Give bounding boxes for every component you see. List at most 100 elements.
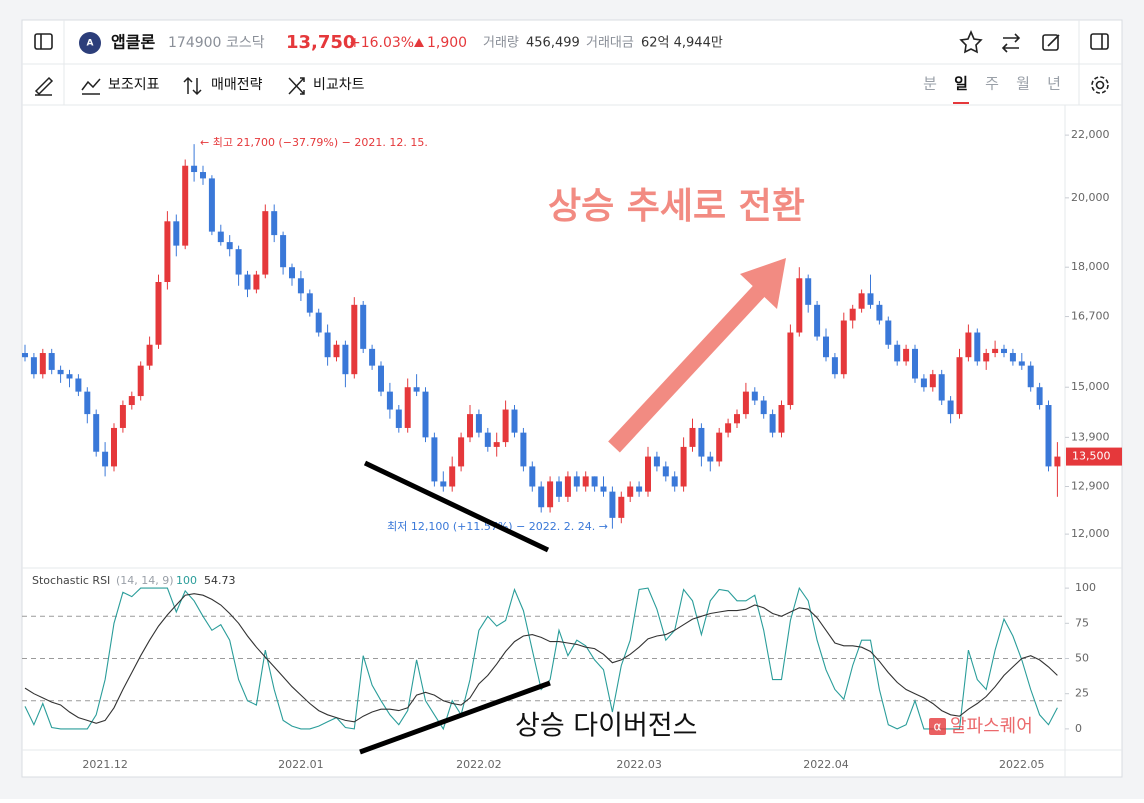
compare-icon (288, 77, 305, 95)
draw-tool[interactable] (34, 76, 54, 96)
candle-body (297, 278, 304, 294)
toolbar-item[interactable]: 비교차트 (313, 77, 365, 93)
toolbar-item[interactable]: 보조지표 (108, 77, 160, 93)
y-tick-label: 18,000 (1071, 260, 1110, 273)
panel-toggle[interactable] (1090, 33, 1109, 50)
favorite-button[interactable] (959, 29, 983, 54)
candle-body (244, 274, 251, 290)
x-tick-label: 2022.01 (278, 758, 324, 771)
candle-body (386, 391, 393, 410)
logo: A (79, 32, 101, 54)
sidebar-toggle[interactable] (34, 33, 53, 50)
candle-body (200, 172, 206, 179)
candle-body (689, 427, 696, 447)
candle-body (360, 304, 367, 349)
x-tick-label: 2021.12 (82, 758, 128, 771)
candle-body (57, 369, 64, 375)
watermark: 알파스퀘어 (950, 716, 1033, 737)
y-tick-label: 12,000 (1071, 527, 1110, 540)
period-tab[interactable]: 일 (954, 75, 968, 93)
price: 13,750 (286, 32, 355, 53)
candle-body (493, 442, 500, 447)
candle-body (814, 304, 821, 337)
stock-code: 174900 (168, 35, 221, 51)
settings-button[interactable] (1091, 76, 1109, 94)
candle-body (965, 332, 972, 358)
change-pct: +16.03% (349, 35, 414, 51)
candle-body (48, 353, 55, 370)
trend-arrow (608, 258, 786, 453)
swap-button[interactable] (1001, 33, 1021, 53)
candle-body (1018, 361, 1025, 366)
y-tick-label: 22,000 (1071, 128, 1110, 141)
candle-body (662, 466, 669, 477)
candle-body (912, 348, 918, 379)
period-tab[interactable]: 분 (923, 75, 937, 93)
period-tab[interactable]: 년 (1047, 75, 1061, 93)
y-tick-label: 100 (1075, 581, 1096, 594)
candle-body (876, 304, 883, 321)
toolbar-item[interactable]: 매매전략 (211, 77, 263, 93)
candle-body (369, 348, 376, 366)
candle-body (458, 437, 465, 467)
toolbar: 보조지표 매매전략 비교차트 분 일 주 월 년 (108, 75, 1061, 94)
panel (21, 19, 1123, 778)
candle-body (778, 405, 785, 433)
last-price-label: 13,500 (1072, 450, 1111, 463)
amount-label: 거래대금 (586, 36, 634, 51)
x-tick-label: 2022.05 (999, 758, 1045, 771)
candle-body (351, 304, 358, 375)
volume-label: 거래량 (483, 36, 519, 51)
candle-body (30, 357, 37, 375)
candle-body (173, 221, 180, 246)
candle-body (475, 414, 482, 433)
period-tab[interactable]: 월 (1016, 75, 1030, 93)
candle-body (707, 456, 714, 462)
candle-body (538, 486, 545, 508)
candle-body (920, 378, 927, 388)
candle-body (653, 456, 660, 467)
x-tick-label: 2022.02 (456, 758, 502, 771)
candle-body (983, 353, 990, 362)
candle-body (547, 481, 554, 508)
candle-body (716, 432, 723, 462)
candle-body (591, 476, 598, 487)
candle-body (217, 231, 224, 243)
candle-body (1045, 405, 1052, 467)
candle-body (253, 274, 260, 290)
edit-button[interactable] (1042, 34, 1060, 51)
candle-body (831, 357, 838, 375)
x-tick-label: 2022.04 (803, 758, 849, 771)
volume: 456,499 (526, 36, 580, 51)
candle-body (1027, 365, 1034, 388)
candle-body (66, 374, 73, 379)
market: 코스닥 (226, 35, 265, 51)
candle-body (440, 481, 447, 487)
candle-body (903, 348, 910, 362)
trend-annotation: 상승 추세로 전환 (548, 186, 805, 227)
stock-name: 앱클론 (111, 33, 155, 52)
candle-body (102, 451, 109, 467)
candle-body (155, 282, 162, 345)
candle-body (84, 391, 91, 415)
indicator-title: Stochastic RSI (32, 574, 110, 587)
candle-body (208, 178, 215, 232)
candle-body (600, 486, 607, 492)
indicator-line (24, 593, 1058, 724)
candle-body (751, 391, 758, 401)
candle-body (840, 320, 847, 375)
period-tab[interactable]: 주 (985, 75, 999, 93)
candle-body (680, 446, 687, 487)
candle-body (22, 353, 28, 358)
candle-body (413, 387, 420, 392)
candle-body (573, 476, 580, 487)
candle-body (333, 344, 340, 358)
candle-body (947, 400, 954, 415)
strategy-icon (183, 76, 202, 96)
y-tick-label: 75 (1075, 616, 1089, 629)
y-tick-label: 12,900 (1071, 480, 1110, 493)
candle-body (974, 332, 981, 362)
candle-body (769, 414, 776, 433)
last-price-box (1066, 447, 1122, 466)
